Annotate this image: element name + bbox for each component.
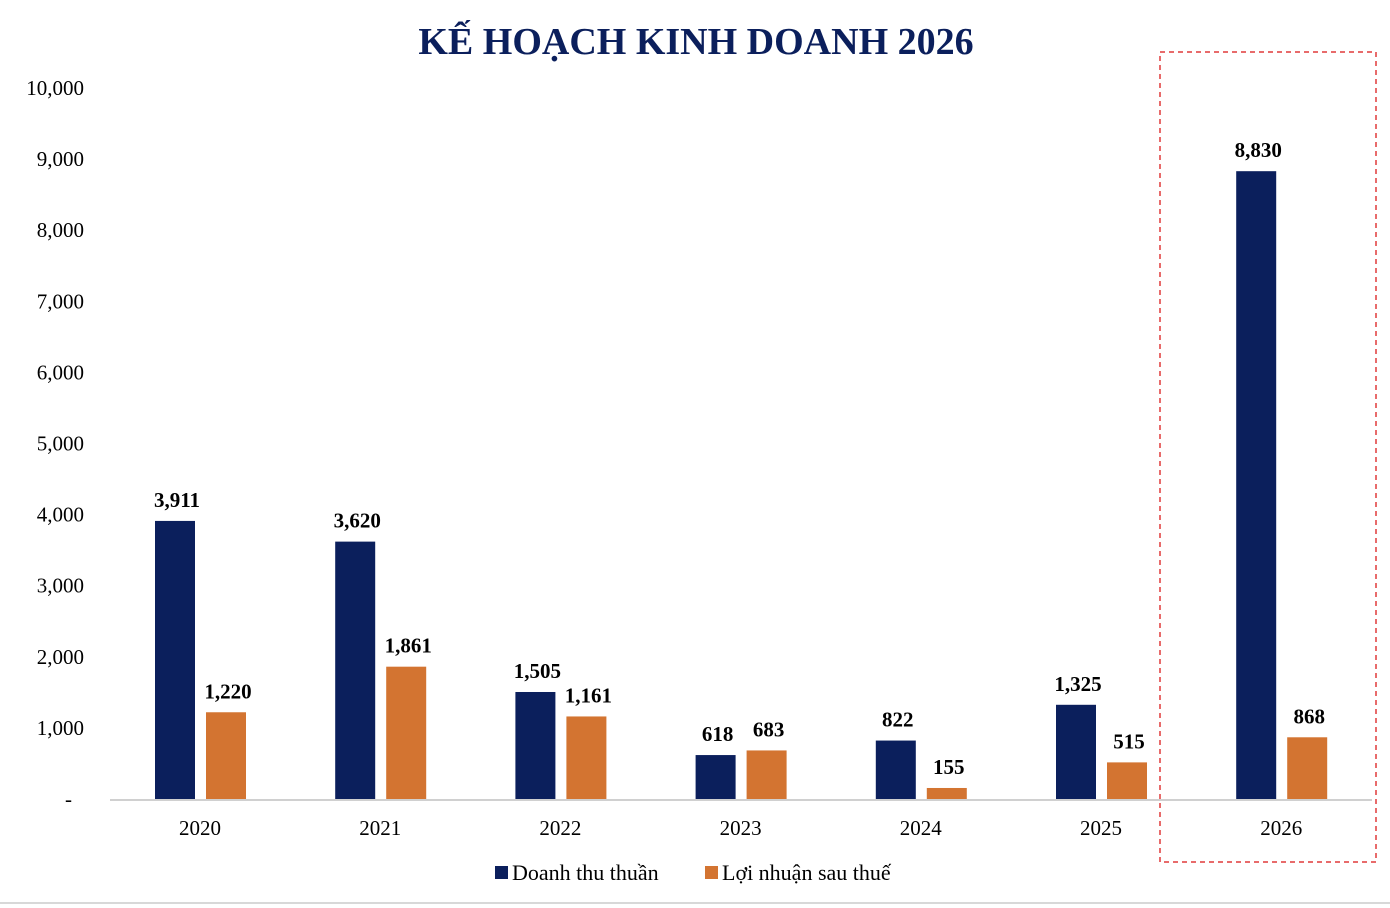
bar-profit-2025 bbox=[1107, 762, 1147, 799]
bar-profit-2023 bbox=[746, 750, 787, 799]
bar-revenue-2021 bbox=[335, 541, 376, 799]
data-label: 618 bbox=[702, 722, 734, 746]
x-tick-label: 2024 bbox=[900, 816, 943, 840]
legend: Doanh thu thuần Lợi nhuận sau thuế bbox=[495, 860, 892, 885]
bar-revenue-2020 bbox=[155, 520, 195, 799]
legend-label: Lợi nhuận sau thuế bbox=[722, 860, 892, 885]
bar-revenue-2024 bbox=[875, 740, 916, 799]
x-tick-label: 2020 bbox=[179, 816, 221, 840]
data-label: 515 bbox=[1113, 729, 1145, 753]
data-label: 822 bbox=[882, 708, 914, 732]
data-label: 1,161 bbox=[565, 683, 612, 707]
data-label: 8,830 bbox=[1235, 138, 1282, 162]
bar-profit-2020 bbox=[206, 712, 246, 799]
y-tick-label: 7,000 bbox=[37, 289, 84, 313]
y-tick-label: 4,000 bbox=[37, 503, 84, 527]
y-tick-label: - bbox=[65, 787, 72, 811]
chart-title: KẾ HOẠCH KINH DOANH 2026 bbox=[418, 20, 973, 63]
y-tick-label: 1,000 bbox=[37, 716, 84, 740]
legend-swatch bbox=[705, 866, 718, 879]
x-tick-label: 2025 bbox=[1080, 816, 1122, 840]
data-label: 155 bbox=[933, 755, 965, 779]
bar-profit-2024 bbox=[926, 787, 967, 799]
data-label: 1,325 bbox=[1054, 672, 1101, 696]
data-label: 3,911 bbox=[154, 488, 200, 512]
y-tick-label: 10,000 bbox=[26, 76, 84, 100]
y-tick-label: 6,000 bbox=[37, 360, 84, 384]
y-axis: - 1,000 2,000 3,000 4,000 5,000 6,000 7,000 8,00… bbox=[26, 76, 84, 811]
data-label: 1,861 bbox=[385, 634, 432, 658]
legend-swatch bbox=[495, 866, 508, 879]
bar-profit-2021 bbox=[386, 666, 427, 799]
bar-revenue-2026 bbox=[1236, 171, 1277, 799]
bar-revenue-2023 bbox=[695, 755, 736, 799]
highlight-box-2026 bbox=[1159, 51, 1377, 863]
y-tick-label: 3,000 bbox=[37, 574, 84, 598]
bar-profit-2026 bbox=[1287, 737, 1328, 799]
data-label: 683 bbox=[753, 717, 785, 741]
x-axis: 2020 2021 2022 2023 2024 2025 2026 bbox=[179, 816, 1302, 840]
x-tick-label: 2021 bbox=[359, 816, 401, 840]
y-tick-label: 8,000 bbox=[37, 218, 84, 242]
bar-revenue-2025 bbox=[1056, 704, 1096, 799]
y-tick-label: 2,000 bbox=[37, 645, 84, 669]
data-label: 3,620 bbox=[334, 509, 381, 533]
x-tick-label: 2026 bbox=[1260, 816, 1302, 840]
data-label: 1,220 bbox=[204, 679, 251, 703]
x-tick-label: 2022 bbox=[539, 816, 581, 840]
y-tick-label: 5,000 bbox=[37, 432, 84, 456]
y-tick-label: 9,000 bbox=[37, 147, 84, 171]
data-label: 868 bbox=[1293, 704, 1325, 728]
bar-profit-2022 bbox=[566, 716, 607, 799]
x-tick-label: 2023 bbox=[720, 816, 762, 840]
data-label: 1,505 bbox=[514, 659, 561, 683]
bar-revenue-2022 bbox=[515, 691, 556, 799]
legend-label: Doanh thu thuần bbox=[512, 860, 659, 885]
